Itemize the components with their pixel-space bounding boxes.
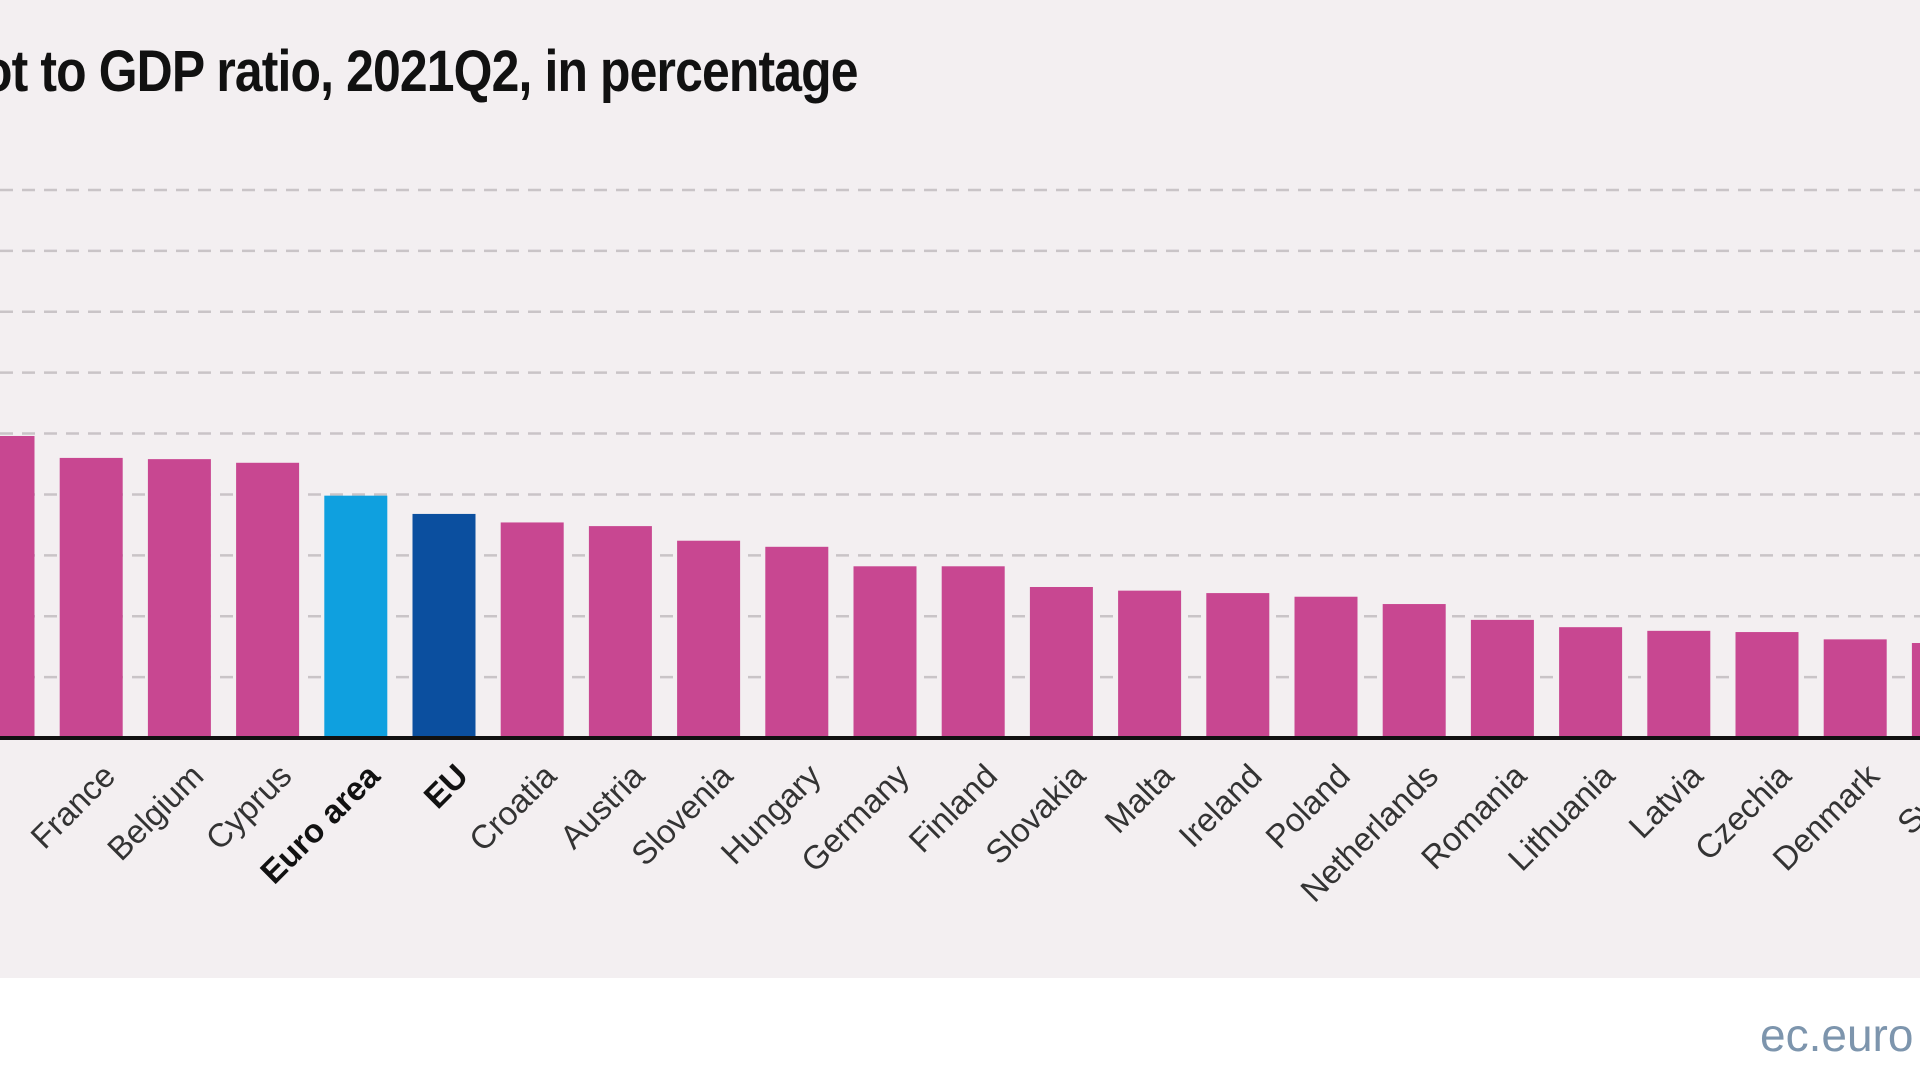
- chart-panel: ot to GDP ratio, 2021Q2, in percentage F…: [0, 0, 1920, 978]
- bar-romania: [1470, 619, 1534, 738]
- bar-slovenia: [677, 540, 741, 738]
- bar-partial: [0, 435, 35, 738]
- bar-finland: [941, 566, 1005, 738]
- bars: [0, 435, 1920, 738]
- bar-austria: [588, 526, 652, 738]
- gridlines: [0, 188, 1920, 679]
- x-tick-label-eu: EU: [416, 757, 475, 816]
- x-tick-label-slovakia: Slovakia: [978, 756, 1093, 871]
- bar-lithuania: [1559, 627, 1623, 738]
- bar-czechia: [1735, 632, 1799, 738]
- x-tick-label-belgium: Belgium: [100, 757, 210, 867]
- x-tick-label-swed: Swed: [1890, 757, 1920, 842]
- x-tick-label-ireland: Ireland: [1171, 757, 1269, 855]
- bar-france: [59, 457, 123, 738]
- bar-euro-area: [324, 495, 388, 738]
- bar-germany: [853, 566, 917, 738]
- bar-denmark: [1823, 639, 1887, 738]
- bar-malta: [1118, 590, 1182, 738]
- x-tick-label-malta: Malta: [1097, 756, 1181, 840]
- bar-poland: [1294, 596, 1358, 738]
- bar-eu: [412, 513, 476, 738]
- chart-title: ot to GDP ratio, 2021Q2, in percentage: [0, 39, 858, 104]
- bar-croatia: [500, 522, 564, 738]
- source-footer: ec.euro: [1760, 1009, 1914, 1061]
- bar-swed: [1911, 643, 1920, 738]
- bar-hungary: [765, 546, 829, 738]
- bar-ireland: [1206, 593, 1270, 738]
- bar-netherlands: [1382, 604, 1446, 738]
- bar-latvia: [1647, 630, 1711, 738]
- bar-belgium: [147, 459, 211, 738]
- bar-cyprus: [236, 462, 300, 738]
- bar-slovakia: [1029, 586, 1093, 738]
- x-tick-label-croatia: Croatia: [462, 756, 564, 858]
